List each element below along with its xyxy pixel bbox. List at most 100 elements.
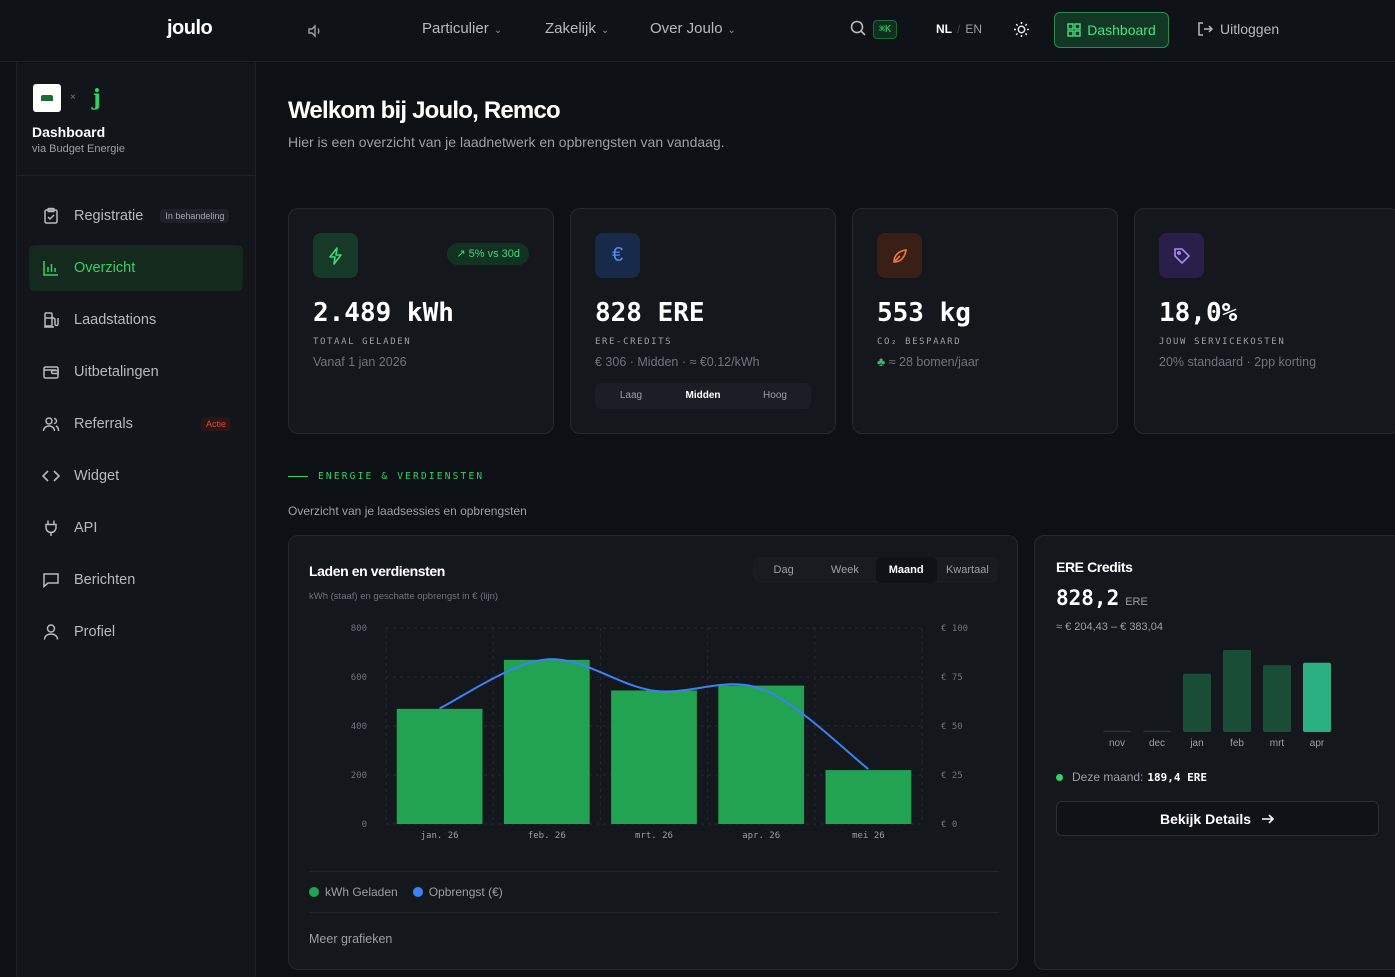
- action-badge: Actie: [200, 417, 231, 431]
- arrow-up-right-icon: ↗: [456, 248, 469, 260]
- top-nav: joulo Particulier ⌄ Zakelijk ⌄ Over Joulo ⌄…: [0, 0, 1395, 62]
- lang-nl[interactable]: NL: [936, 22, 952, 36]
- bar-kwh: [503, 659, 590, 824]
- stat-note: ♣ ≈ 28 bomen/jaar: [877, 355, 979, 369]
- ere-month-label: jan: [1189, 738, 1203, 749]
- segment-hoog[interactable]: Hoog: [763, 390, 787, 401]
- ere-bar: [1143, 730, 1171, 732]
- ere-bar: [1183, 673, 1211, 732]
- tab-maand[interactable]: Maand: [875, 557, 937, 583]
- segment-midden[interactable]: Midden: [685, 390, 721, 401]
- status-badge: In behandeling: [160, 209, 230, 223]
- stat-value: 553 kg: [877, 298, 971, 328]
- ere-month-label: feb: [1230, 738, 1244, 749]
- dashboard-button[interactable]: Dashboard: [1054, 12, 1169, 48]
- ere-bar-chart: nov dec jan feb mrt apr: [1103, 650, 1331, 749]
- x-tick-label: feb. 26: [528, 831, 566, 841]
- stat-note: 20% standaard · 2pp korting: [1159, 355, 1317, 369]
- logo[interactable]: joulo: [167, 17, 213, 39]
- stat-note: € 306 · Midden · ≈ €0.12/kWh: [595, 355, 760, 369]
- language-switch: NL / EN: [936, 22, 983, 36]
- sidebar-item-overzicht[interactable]: Overzicht: [29, 245, 243, 291]
- speaker-icon[interactable]: [306, 22, 324, 40]
- stat-label: TOTAAL GELADEN: [313, 337, 412, 347]
- tag-icon: [1159, 233, 1204, 278]
- stat-value: 2.489 kWh: [313, 298, 454, 328]
- section-subheading: Overzicht van je laadsessies en opbrengs…: [288, 504, 527, 518]
- bar-kwh: [825, 770, 912, 824]
- ere-value: 828,2 ERE: [1056, 586, 1148, 610]
- y-tick-label-right: € 75: [941, 673, 963, 683]
- sidebar-item-profiel[interactable]: Profiel: [29, 609, 243, 655]
- search-icon[interactable]: [850, 20, 867, 37]
- ere-bar: [1303, 662, 1331, 732]
- joulo-mark: j: [93, 85, 101, 111]
- y-tick-label-right: € 0: [941, 820, 957, 830]
- logout-button[interactable]: Uitloggen: [1197, 21, 1279, 37]
- search-shortcut[interactable]: ⌘K: [873, 20, 898, 39]
- x-tick-label: apr. 26: [742, 831, 780, 841]
- sidebar-item-laadstations[interactable]: Laadstations: [29, 297, 243, 343]
- brand-separator: ×: [70, 92, 76, 103]
- x-tick-label: mrt. 26: [635, 831, 673, 841]
- ere-range: ≈ € 204,43 – € 383,04: [1056, 621, 1163, 633]
- chevron-down-icon: ⌄: [727, 25, 736, 36]
- sidebar-item-uitbetalingen[interactable]: Uitbetalingen: [29, 349, 243, 395]
- wallet-icon: [41, 362, 61, 382]
- sidebar-item-widget[interactable]: Widget: [29, 453, 243, 499]
- tab-dag[interactable]: Dag: [773, 564, 794, 576]
- ere-month-label: dec: [1149, 738, 1165, 749]
- x-tick-label: jan. 26: [421, 831, 459, 841]
- user-icon: [41, 622, 61, 642]
- stat-card-servicekosten: 18,0% JOUW SERVICEKOSTEN 20% standaard ·…: [1134, 208, 1395, 434]
- bolt-icon: [313, 233, 358, 278]
- sidebar-item-registratie[interactable]: Registratie In behandeling: [29, 193, 243, 239]
- ere-month-label: apr: [1310, 738, 1325, 749]
- y-tick-label-left: 600: [351, 673, 367, 683]
- nav-zakelijk[interactable]: Zakelijk ⌄: [545, 20, 610, 37]
- combo-chart: 0 200 400 600 800 € 0 € 25 € 50 € 75 € 100 jan. 26…: [351, 624, 968, 841]
- ere-bar: [1223, 650, 1251, 732]
- chevron-down-icon: ⌄: [600, 25, 610, 36]
- sidebar: × j Dashboard via Budget Energie Registr…: [16, 63, 256, 977]
- sidebar-subtitle: via Budget Energie: [32, 143, 125, 155]
- ere-month-label: mrt: [1270, 738, 1285, 749]
- ere-month: Deze maand: 189,4 ERE: [1056, 770, 1207, 784]
- fuel-pump-icon: [41, 310, 61, 330]
- chart-subtitle: kWh (staaf) en geschatte opbrengst in € …: [309, 591, 499, 602]
- sidebar-item-referrals[interactable]: Referrals Actie: [29, 401, 243, 447]
- clipboard-check-icon: [41, 206, 61, 226]
- tab-kwartaal[interactable]: Kwartaal: [945, 564, 989, 576]
- x-tick-label: mei 26: [852, 831, 885, 841]
- chart-card: Laden en verdiensten kWh (staaf) en gesc…: [288, 535, 1018, 970]
- period-tabs: Dag Week Maand Kwartaal: [753, 557, 998, 583]
- nav-particulier[interactable]: Particulier ⌄: [422, 20, 503, 37]
- bar-chart-icon: [41, 258, 61, 278]
- plug-icon: [41, 518, 61, 538]
- y-tick-label-left: 200: [351, 771, 367, 781]
- segment-laag[interactable]: Laag: [619, 390, 643, 401]
- y-tick-label-right: € 25: [941, 771, 963, 781]
- sun-icon[interactable]: [1013, 21, 1030, 38]
- partner-logo: [33, 84, 61, 112]
- sidebar-item-berichten[interactable]: Berichten: [29, 557, 243, 603]
- stat-label: JOUW SERVICEKOSTEN: [1159, 337, 1286, 347]
- page-title: Welkom bij Joulo, Remco: [288, 97, 561, 124]
- ere-card: ERE Credits 828,2 ERE ≈ € 204,43 – € 383,…: [1034, 535, 1395, 970]
- sidebar-title: Dashboard: [32, 124, 106, 140]
- legend-kwh[interactable]: kWh Geladen: [309, 885, 398, 899]
- logout-icon: [1198, 22, 1213, 36]
- lang-en[interactable]: EN: [965, 22, 983, 36]
- stat-value: 828 ERE: [595, 298, 705, 328]
- code-icon: [41, 466, 61, 486]
- nav-over-joulo[interactable]: Over Joulo ⌄: [650, 20, 736, 37]
- sidebar-item-api[interactable]: API: [29, 505, 243, 551]
- bar-kwh: [611, 690, 697, 824]
- legend-opbrengst[interactable]: Opbrengst (€): [412, 885, 503, 899]
- y-tick-label-right: € 50: [941, 722, 963, 732]
- more-charts-link[interactable]: Meer grafieken: [309, 932, 393, 946]
- arrow-right-icon: [1262, 813, 1275, 824]
- tab-week[interactable]: Week: [830, 564, 859, 576]
- stat-label: ERE-CREDITS: [595, 337, 673, 347]
- details-button[interactable]: Bekijk Details: [1056, 801, 1379, 836]
